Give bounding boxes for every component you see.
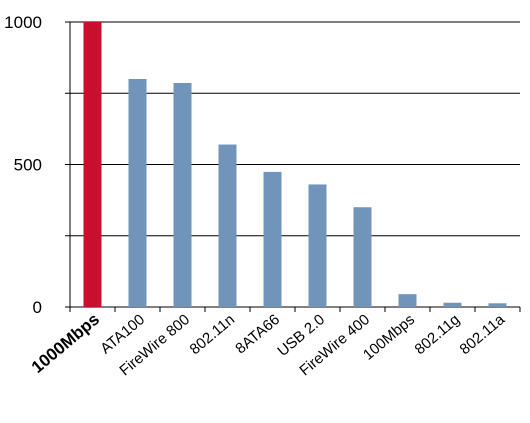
bar-802-11a [488, 303, 507, 307]
bar-8ata66 [263, 171, 282, 307]
x-category-label: 802.11n [186, 311, 238, 358]
bars [83, 22, 507, 308]
x-category-label: 802.11a [456, 311, 508, 359]
x-category-label: 8ATA66 [232, 311, 283, 357]
bar-802-11g [443, 302, 462, 307]
bar-ata100 [128, 79, 147, 307]
y-tick-label: 0 [33, 298, 42, 317]
x-category-label: 1000Mbps [28, 310, 103, 377]
y-tick-labels: 0 500 1000 [4, 13, 42, 317]
bar-802-11n [218, 144, 237, 307]
bar-100mbps [398, 294, 417, 307]
bar-firewire-800 [173, 82, 192, 308]
y-tick-label: 500 [14, 156, 42, 175]
bar-1000mbps [83, 22, 102, 307]
x-category-label: 802.11g [411, 311, 463, 358]
bar-usb-2-0 [308, 184, 327, 307]
bar-firewire-400 [353, 207, 372, 307]
y-tick-label: 1000 [4, 13, 42, 32]
